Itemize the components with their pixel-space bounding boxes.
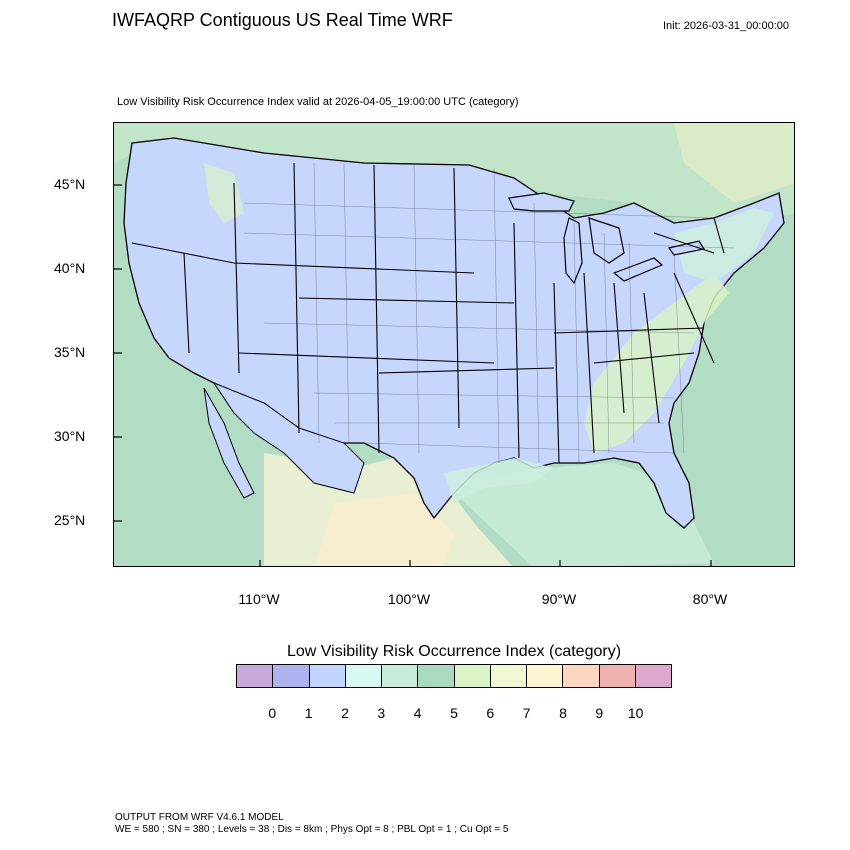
appalachia-category (584, 273, 729, 453)
field-subtitle: Low Visibility Risk Occurrence Index val… (117, 96, 519, 108)
colorbar-swatch (454, 665, 491, 687)
footer-model: OUTPUT FROM WRF V4.6.1 MODEL (115, 812, 284, 823)
county-mesh (243, 162, 735, 464)
canada-east-terrain (674, 123, 794, 203)
lat-label-25: 25°N (54, 512, 86, 528)
lake-huron (588, 217, 625, 264)
colorbar-label: 1 (304, 705, 313, 721)
lake-michigan (563, 217, 583, 285)
baja (203, 387, 255, 499)
colorbar-swatch (527, 665, 564, 687)
footer-config: WE = 580 ; SN = 380 ; Levels = 38 ; Dis … (115, 824, 509, 835)
colorbar-label: 5 (450, 705, 458, 721)
lake-ontario (667, 240, 705, 256)
lon-label-100w: 100°W (387, 591, 431, 607)
colorbar-swatch (382, 665, 419, 687)
colorbar (236, 664, 672, 688)
colorbar-swatch (273, 665, 310, 687)
map-title: IWFAQRP Contiguous US Real Time WRF (112, 10, 453, 30)
rockies-category (204, 163, 244, 223)
gulf-shelf (444, 463, 714, 566)
colorbar-title: Low Visibility Risk Occurrence Index (ca… (286, 643, 622, 660)
left-ticks (114, 184, 122, 522)
lon-label-80w: 80°W (692, 591, 728, 607)
lat-label-30: 30°N (54, 428, 86, 444)
lake-superior (508, 192, 575, 212)
colorbar-swatch (418, 665, 455, 687)
colorbar-swatch (563, 665, 600, 687)
colorbar-swatch (635, 665, 671, 687)
lat-label-45: 45°N (54, 176, 86, 192)
lake-erie (612, 257, 664, 282)
lat-label-40: 40°N (54, 260, 86, 276)
colorbar-swatch (490, 665, 527, 687)
colorbar-label: 10 (627, 705, 644, 721)
colorbar-label: 0 (268, 705, 277, 721)
colorbar-label: 8 (559, 705, 567, 721)
gulf-coast-category (444, 458, 554, 503)
lon-label-90w: 90°W (541, 591, 577, 607)
colorbar-label: 4 (413, 705, 422, 721)
colorbar-label: 9 (595, 705, 604, 721)
init-time: Init: 2026-03-31_00:00:00 (663, 20, 789, 32)
colorbar-label: 6 (486, 705, 495, 721)
map-frame (113, 122, 795, 567)
colorbar-swatch (237, 665, 274, 687)
colorbar-swatch (599, 665, 636, 687)
northeast-category (674, 208, 774, 283)
colorbar-label: 3 (377, 705, 386, 721)
colorbar-swatch (345, 665, 382, 687)
mexico-warm-terrain (314, 493, 454, 566)
bottom-ticks (259, 560, 712, 566)
lat-label-35: 35°N (54, 344, 86, 360)
colorbar-label: 2 (341, 705, 349, 721)
colorbar-label: 7 (522, 705, 531, 721)
canada-terrain (114, 123, 794, 233)
conus-map (114, 123, 794, 566)
mexico-land (212, 381, 365, 494)
lon-label-110w: 110°W (238, 591, 280, 607)
state-boundaries (131, 162, 725, 464)
colorbar-swatch (309, 665, 346, 687)
